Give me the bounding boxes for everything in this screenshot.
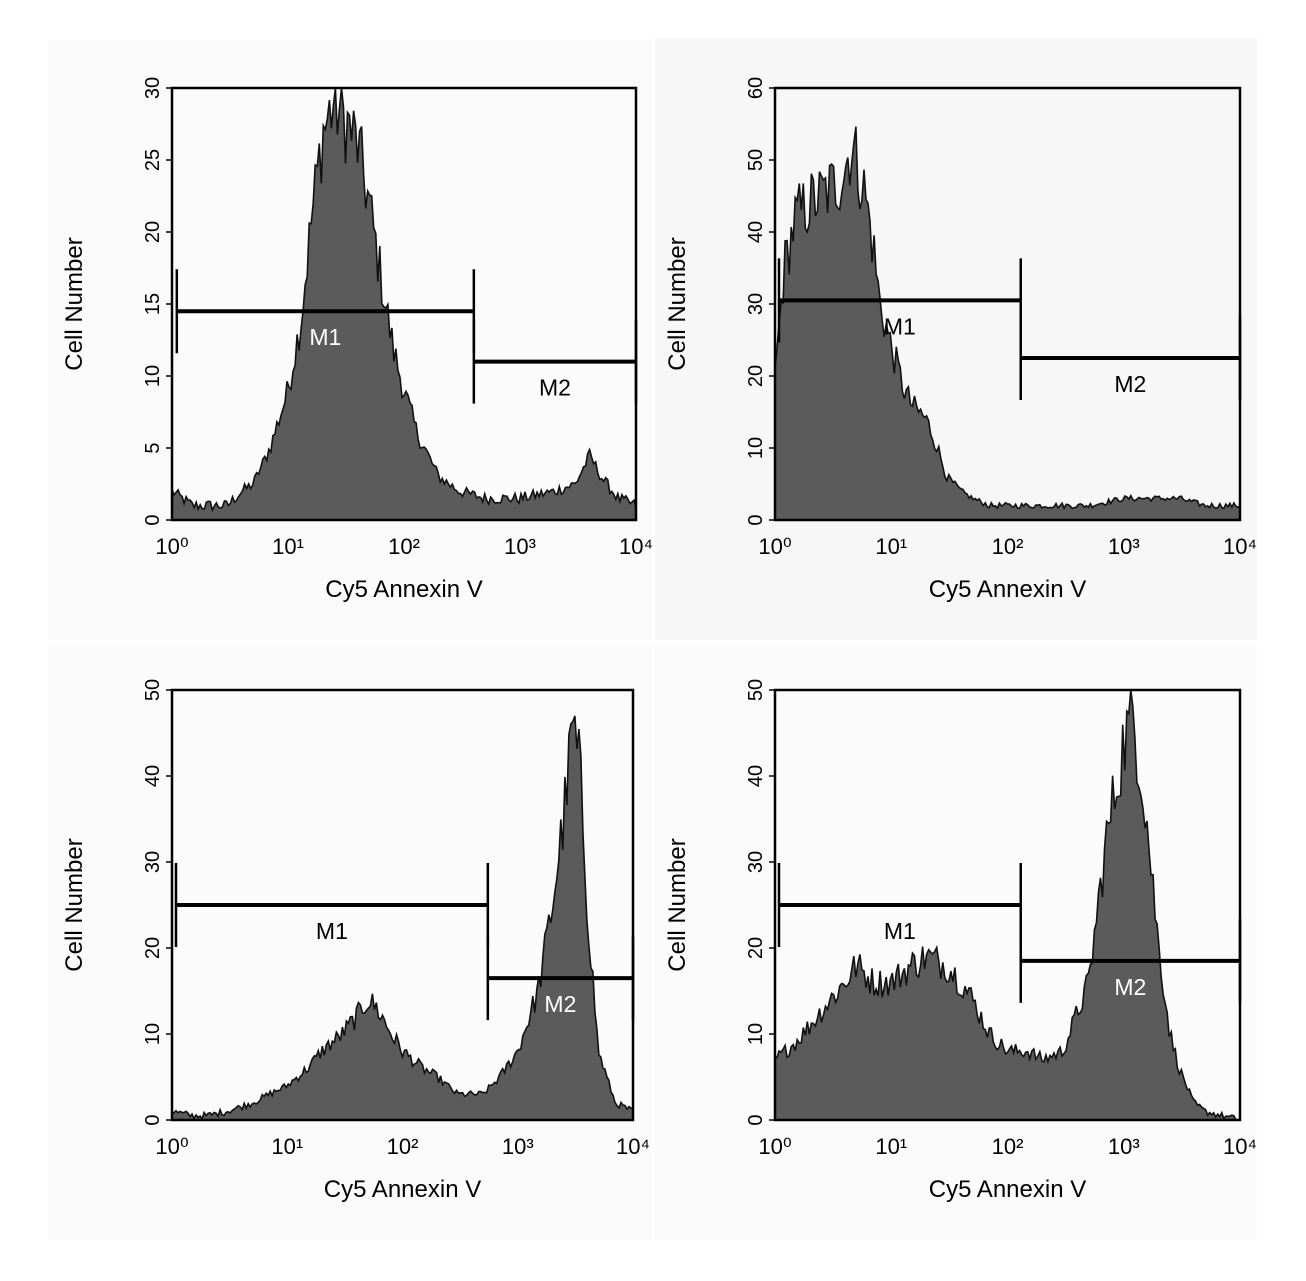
- x-tick-label: 10¹: [271, 1134, 303, 1159]
- y-axis-title: Cell Number: [61, 838, 88, 971]
- x-tick-label: 10³: [504, 534, 536, 559]
- y-tick-label: 20: [142, 221, 164, 243]
- histogram-area: [774, 689, 1241, 1121]
- y-tick-label: 40: [745, 765, 767, 787]
- x-tick-label: 10¹: [875, 534, 907, 559]
- y-tick-label: 0: [142, 514, 164, 525]
- gate-marker-m2: M2: [472, 319, 638, 404]
- x-tick-label: 10³: [1108, 1134, 1140, 1159]
- y-tick-label: 50: [745, 149, 767, 171]
- y-tick-label: 5: [142, 442, 164, 453]
- x-tick-label: 10²: [992, 1134, 1024, 1159]
- x-tick-label: 10⁰: [155, 534, 188, 559]
- gate-label: M1: [316, 918, 348, 944]
- x-tick-label: 10⁴: [616, 1134, 650, 1159]
- x-axis-title: Cy5 Annexin V: [324, 1176, 481, 1203]
- x-tick-label: 10⁴: [619, 534, 653, 559]
- y-tick-label: 20: [745, 365, 767, 387]
- gate-marker-m2: M2: [1019, 918, 1242, 1003]
- gate-label: M2: [1114, 371, 1146, 397]
- histogram-area: [774, 126, 1241, 521]
- gate-label: M1: [884, 918, 916, 944]
- y-tick-label: 30: [745, 851, 767, 873]
- x-axis-title: Cy5 Annexin V: [929, 1176, 1086, 1203]
- y-tick-label: 60: [745, 77, 767, 99]
- x-tick-label: 10⁰: [758, 1134, 791, 1159]
- y-tick-label: 0: [142, 1114, 164, 1125]
- gate-label: M2: [1114, 974, 1146, 1000]
- y-tick-label: 0: [745, 1114, 767, 1125]
- y-tick-label: 10: [745, 1023, 767, 1045]
- gate-label: M1: [884, 313, 916, 339]
- gate-label: M2: [544, 991, 576, 1017]
- y-tick-label: 30: [142, 851, 164, 873]
- y-tick-label: 15: [142, 293, 164, 315]
- panel-background: [655, 38, 1257, 640]
- y-tick-label: 25: [142, 149, 164, 171]
- gate-label: M2: [539, 375, 571, 401]
- gate-marker-m2: M2: [1019, 316, 1242, 400]
- y-tick-label: 50: [142, 679, 164, 701]
- gate-marker-m1: M1: [777, 863, 1022, 947]
- x-tick-label: 10¹: [875, 1134, 907, 1159]
- x-tick-label: 10²: [992, 534, 1024, 559]
- gate-label: M1: [309, 324, 341, 350]
- x-tick-label: 10³: [502, 1134, 534, 1159]
- gate-marker-m1: M1: [174, 863, 490, 947]
- y-tick-label: 30: [745, 293, 767, 315]
- histogram-chart: M1 M2 0 5 10 15 20 25 30 10⁰ 10¹ 10² 10³ 10⁴ Cy5 Annex…: [61, 77, 653, 603]
- y-tick-label: 10: [745, 437, 767, 459]
- y-tick-label: 50: [745, 679, 767, 701]
- x-tick-label: 10⁰: [758, 534, 791, 559]
- y-tick-label: 20: [142, 937, 164, 959]
- plot-frame: [773, 688, 1242, 1122]
- x-tick-label: 10³: [1108, 534, 1140, 559]
- y-axis-title: Cell Number: [664, 838, 691, 971]
- histogram-area: [171, 87, 637, 521]
- y-axis-title: Cell Number: [61, 237, 88, 370]
- y-tick-label: 0: [745, 514, 767, 525]
- histogram-chart: M1 M2 0 10 20 30 40 50 10⁰ 10¹ 10² 10³ 10⁴ Cy5 Annexi…: [61, 679, 650, 1203]
- x-tick-label: 10²: [388, 534, 420, 559]
- histogram-chart: M1 M2 0 10 20 30 40 50 60 10⁰ 10¹ 10² 10³ 10⁴ Cy5 Anne…: [664, 77, 1257, 603]
- x-axis-title: Cy5 Annexin V: [325, 576, 482, 603]
- x-tick-label: 10⁰: [155, 1134, 188, 1159]
- x-axis-title: Cy5 Annexin V: [929, 576, 1086, 603]
- y-axis-title: Cell Number: [664, 237, 691, 370]
- y-tick-label: 30: [142, 77, 164, 99]
- y-tick-label: 40: [745, 221, 767, 243]
- x-tick-label: 10¹: [272, 534, 304, 559]
- histogram-area: [171, 715, 634, 1121]
- x-tick-label: 10⁴: [1223, 1134, 1257, 1159]
- gate-marker-m2: M2: [486, 936, 635, 1021]
- x-tick-label: 10⁴: [1223, 534, 1257, 559]
- x-tick-label: 10²: [387, 1134, 419, 1159]
- plot-frame: [170, 688, 635, 1122]
- y-tick-label: 10: [142, 1023, 164, 1045]
- histogram-chart: M1 M2 0 10 20 30 40 50 10⁰ 10¹ 10² 10³ 10⁴ Cy5 Annexi…: [664, 679, 1257, 1203]
- y-tick-label: 20: [745, 937, 767, 959]
- y-tick-label: 10: [142, 365, 164, 387]
- y-tick-label: 40: [142, 765, 164, 787]
